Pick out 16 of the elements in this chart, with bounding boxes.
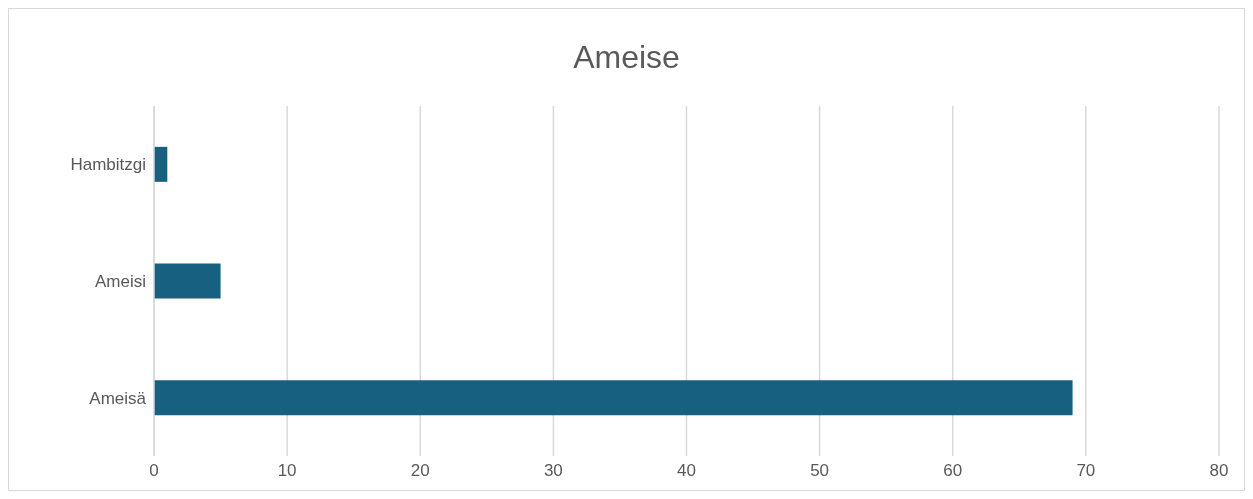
chart-title: Ameise [572, 39, 681, 76]
bar [154, 380, 1073, 416]
x-tick-label: 0 [149, 461, 159, 481]
y-tick-label: Ameisä [89, 388, 147, 408]
y-tick-label: Ameisi [94, 272, 146, 292]
bar [154, 146, 168, 182]
x-tick-label: 30 [543, 461, 563, 481]
x-tick-label: 70 [1076, 461, 1096, 481]
y-tick-label: Hambitzgi [70, 155, 146, 175]
x-tick-label: 10 [277, 461, 297, 481]
x-tick-label: 40 [677, 461, 696, 481]
x-tick-label: 50 [810, 461, 830, 481]
x-tick-label: 80 [1209, 461, 1229, 481]
bar [154, 263, 221, 299]
x-tick-label: 20 [410, 461, 430, 481]
x-tick-label: 60 [943, 461, 963, 481]
